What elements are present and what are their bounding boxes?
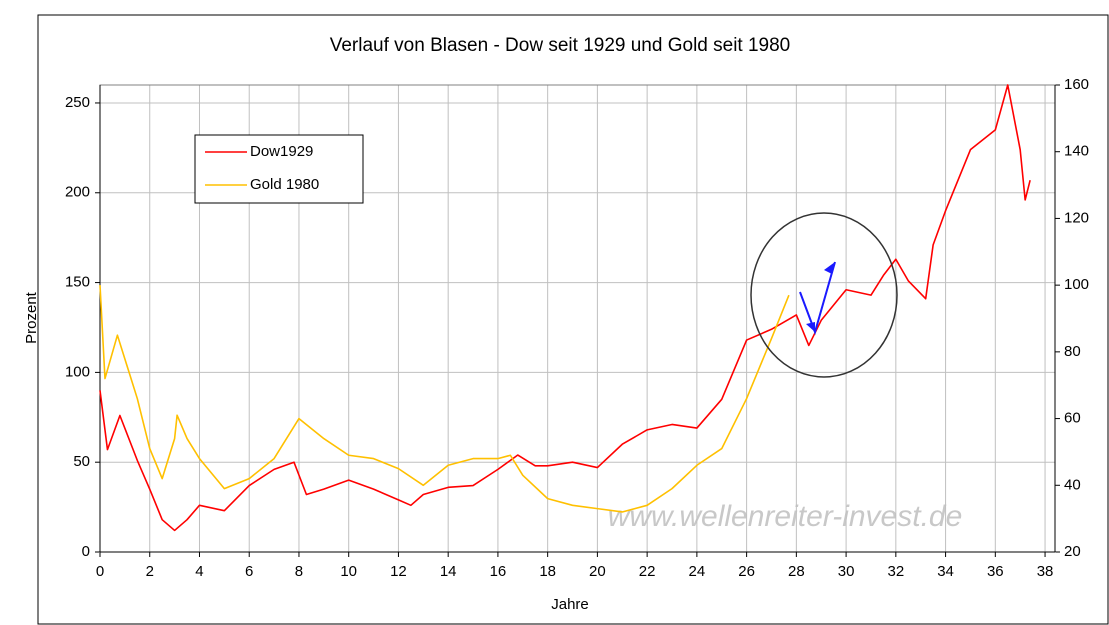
highlight-circle <box>750 212 898 378</box>
chart-frame <box>37 14 1109 625</box>
y-tick-label: 250 <box>65 94 90 111</box>
x-tick-label: 36 <box>987 563 1004 580</box>
y-tick-label: 200 <box>65 184 90 201</box>
y-tick-label: 150 <box>65 274 90 291</box>
x-tick-label: 28 <box>788 563 805 580</box>
x-tick-label: 22 <box>639 563 656 580</box>
legend: Dow1929 Gold 1980 <box>194 134 364 204</box>
x-axis-label: Jahre <box>551 596 589 613</box>
arrow-head <box>806 262 835 332</box>
x-tick-label: 34 <box>937 563 954 580</box>
legend-label: Dow1929 <box>250 143 313 160</box>
x-tick-label: 38 <box>1037 563 1054 580</box>
y2-tick-label: 60 <box>1064 410 1081 427</box>
x-tick-label: 24 <box>689 563 706 580</box>
y2-tick-label: 140 <box>1064 143 1089 160</box>
chart-title: Verlauf von Blasen - Dow seit 1929 und G… <box>330 35 791 56</box>
x-tick-label: 18 <box>539 563 556 580</box>
x-tick-label: 6 <box>245 563 253 580</box>
x-tick-label: 12 <box>390 563 407 580</box>
y-axis-label: Prozent <box>23 291 40 344</box>
x-tick-label: 4 <box>195 563 203 580</box>
y2-tick-label: 40 <box>1064 476 1081 493</box>
x-tick-label: 2 <box>146 563 154 580</box>
x-tick-label: 10 <box>340 563 357 580</box>
x-tick-label: 14 <box>440 563 457 580</box>
y2-tick-label: 120 <box>1064 209 1089 226</box>
y2-tick-label: 160 <box>1064 76 1089 93</box>
x-tick-label: 0 <box>96 563 104 580</box>
y2-tick-label: 80 <box>1064 343 1081 360</box>
series-line <box>99 285 790 513</box>
y2-tick-label: 20 <box>1064 543 1081 560</box>
y-tick-label: 0 <box>82 543 90 560</box>
legend-box <box>194 134 364 204</box>
y2-tick-label: 100 <box>1064 276 1089 293</box>
watermark: www.wellenreiter-invest.de <box>608 500 963 533</box>
x-tick-label: 20 <box>589 563 606 580</box>
y-tick-label: 50 <box>73 453 90 470</box>
x-tick-label: 16 <box>490 563 507 580</box>
x-tick-label: 8 <box>295 563 303 580</box>
series-line <box>99 84 1031 532</box>
x-tick-label: 32 <box>887 563 904 580</box>
legend-label: Gold 1980 <box>250 176 319 193</box>
x-tick-label: 26 <box>738 563 755 580</box>
y-tick-label: 100 <box>65 363 90 380</box>
x-tick-label: 30 <box>838 563 855 580</box>
